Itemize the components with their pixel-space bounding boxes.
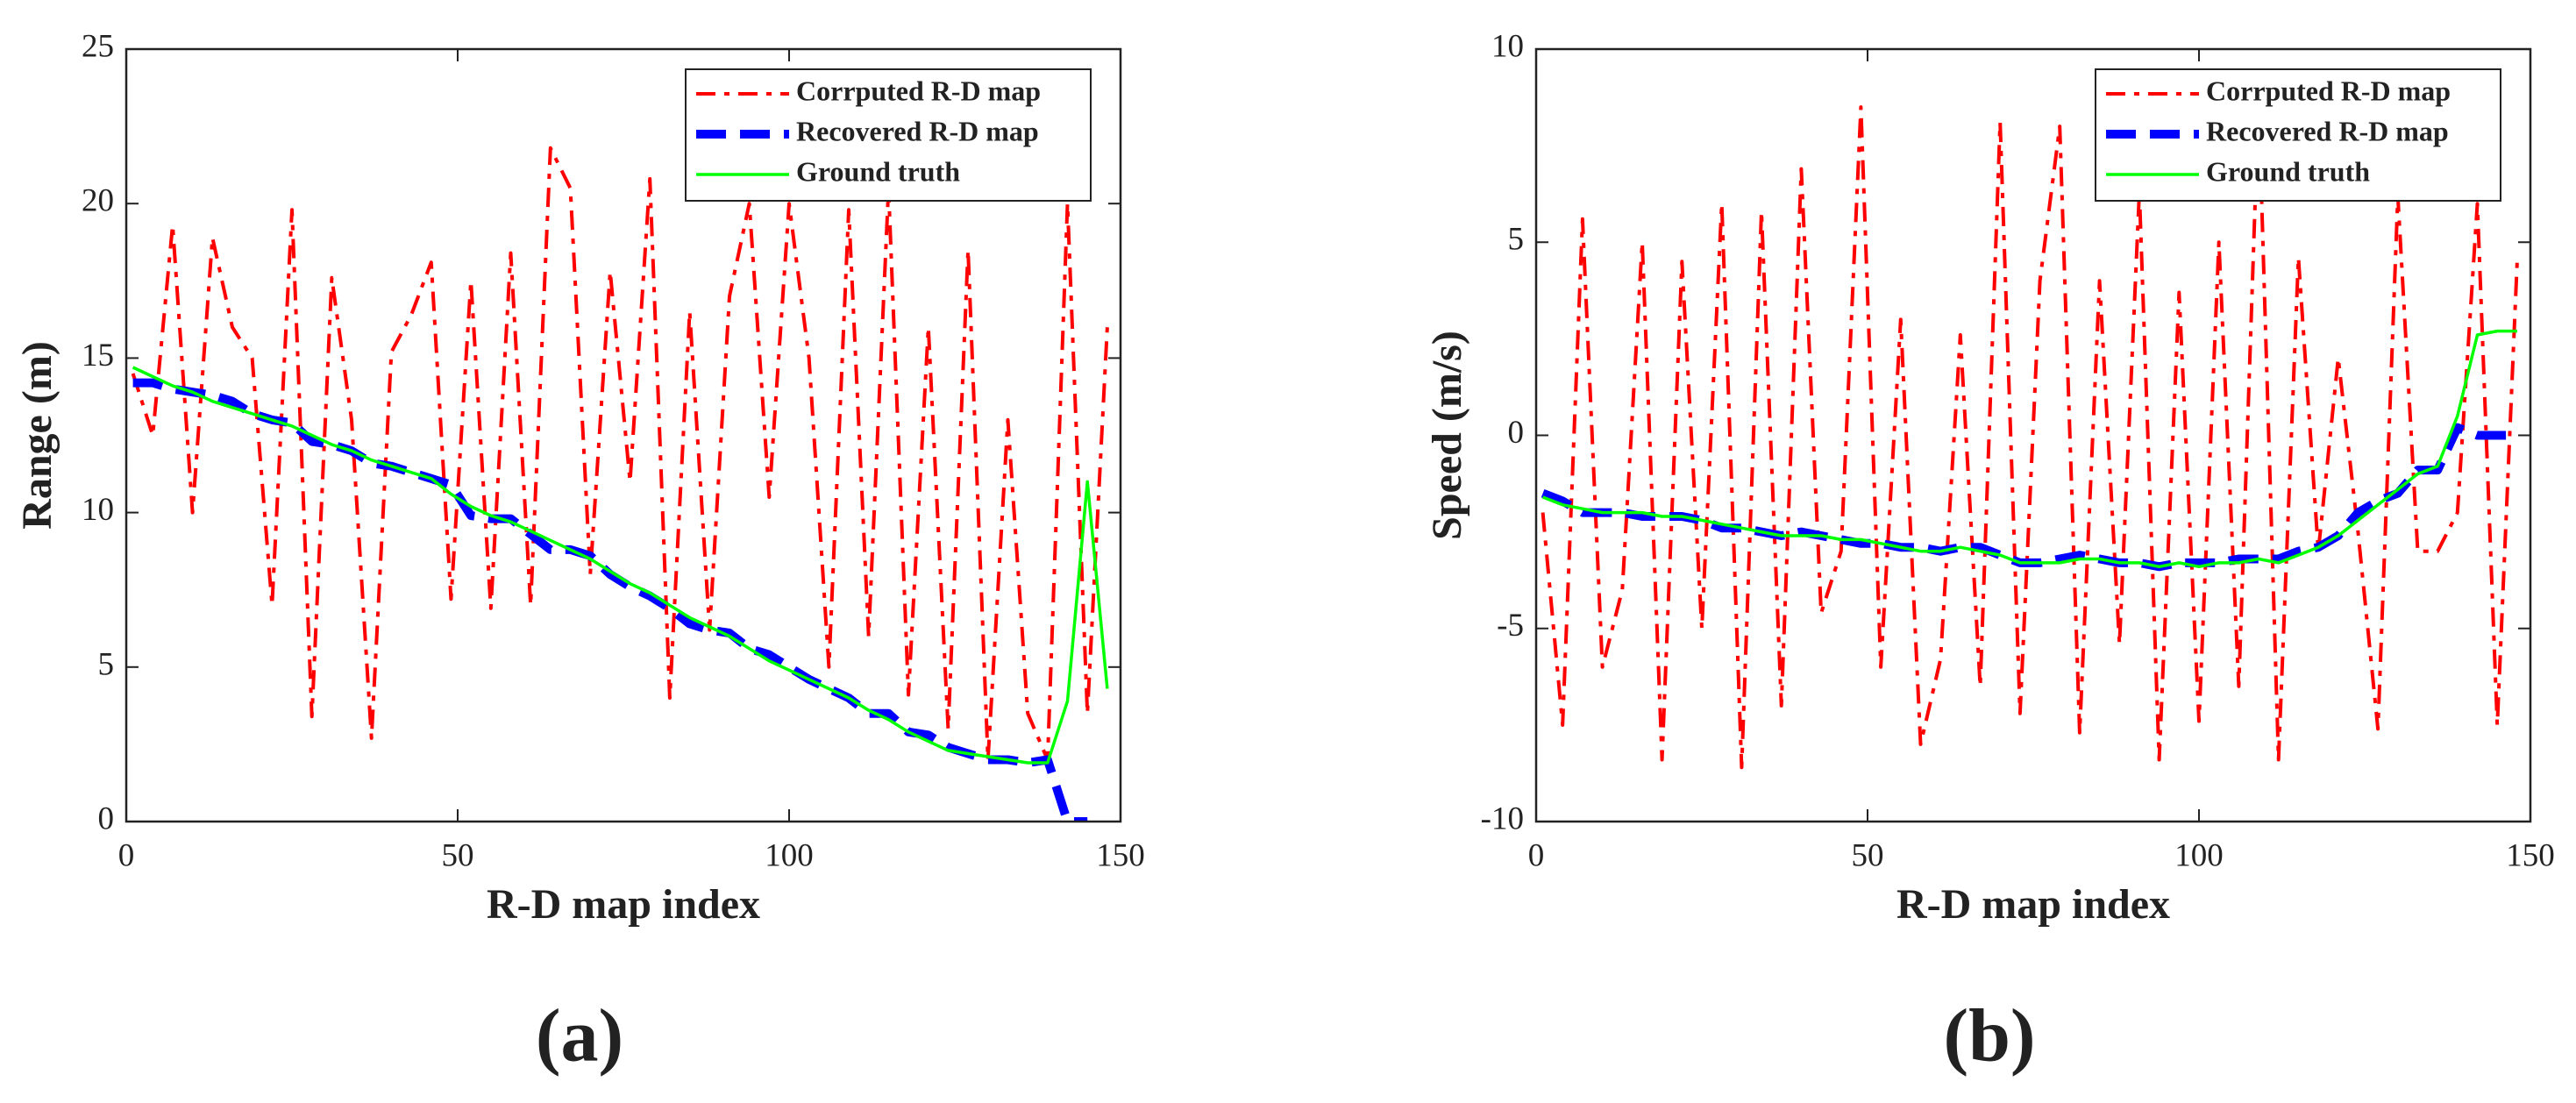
panel: 0 50 100 150 0 5 10 15 20 25 Corrputed R-D map Reco… (14, 28, 1145, 1077)
legend-label: Ground truth (2206, 155, 2370, 187)
y-tick-label: 10 (82, 492, 114, 528)
x-tick-label: 100 (765, 837, 814, 873)
x-tick-label: 0 (118, 837, 135, 873)
lines (1541, 97, 2519, 770)
y-tick-label: 0 (1508, 415, 1525, 451)
lines (131, 146, 1109, 822)
panel-caption: (b) (1943, 993, 2035, 1078)
legend-label: Corrputed R-D map (796, 75, 1041, 106)
x-tick-label: 100 (2174, 837, 2224, 873)
x-axis-label: R-D map index (1896, 881, 2170, 928)
x-tick-label: 50 (442, 837, 474, 873)
legend-label: Recovered R-D map (796, 115, 1039, 146)
y-tick-label: -5 (1497, 608, 1524, 644)
y-tick-label: -10 (1481, 801, 1524, 836)
legend-label: Corrputed R-D map (2206, 75, 2451, 106)
y-tick-label: 5 (98, 646, 115, 682)
x-tick-label: 0 (1528, 837, 1545, 873)
y-axis-label: Range (m) (14, 341, 60, 530)
axes-frame (125, 47, 1122, 823)
x-tick-label: 50 (1852, 837, 1884, 873)
series-line (132, 366, 1109, 765)
x-axis-label: R-D map index (487, 881, 760, 928)
series-line (1541, 97, 2519, 770)
y-tick-label: 25 (82, 28, 114, 64)
y-tick-label: 5 (1508, 222, 1525, 258)
x-tick-label: 150 (2506, 837, 2555, 873)
series-line (132, 378, 1088, 822)
series-line (1541, 329, 2517, 569)
axes-frame (1534, 47, 2532, 823)
y-tick-label: 15 (82, 338, 114, 374)
legend-label: Recovered R-D map (2206, 115, 2449, 146)
x-tick-label: 150 (1096, 837, 1145, 873)
y-tick-label: 20 (82, 183, 114, 219)
series-line (131, 146, 1109, 762)
panel-caption: (a) (536, 993, 623, 1078)
y-tick-label: 10 (1491, 28, 1524, 64)
panel: 0 50 100 150 -10 -5 0 5 10 Corrputed R-D map Recov… (1424, 28, 2555, 1077)
legend-label: Ground truth (796, 155, 960, 187)
y-axis-label: Speed (m/s) (1424, 331, 1470, 540)
y-tick-label: 0 (98, 801, 115, 836)
